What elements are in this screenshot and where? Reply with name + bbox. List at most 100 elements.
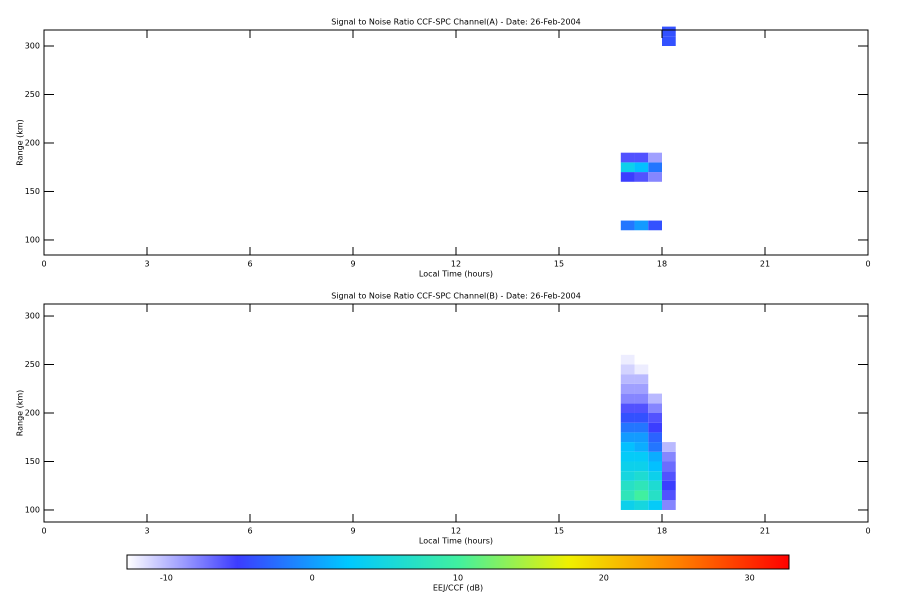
heatmap-cell <box>634 374 649 384</box>
heatmap-cell <box>634 471 649 481</box>
heatmap-cell <box>648 162 662 173</box>
x-tick-label: 0 <box>41 260 46 269</box>
y-axis-label: Range (km) <box>16 119 25 166</box>
heatmap-cell <box>620 162 635 173</box>
x-tick-label: 3 <box>144 260 149 269</box>
heatmap-cell <box>662 500 676 510</box>
heatmap <box>620 354 676 510</box>
colorbar-tick-label: 20 <box>599 574 609 583</box>
heatmap-cell <box>648 432 662 443</box>
heatmap-cell <box>648 172 662 182</box>
heatmap-cell <box>634 364 649 375</box>
heatmap-cell <box>620 374 635 384</box>
colorbar-tick-label: 30 <box>745 574 755 583</box>
colorbar-tick-label: 0 <box>310 574 315 583</box>
y-tick-label: 150 <box>25 187 40 196</box>
heatmap-cell <box>620 461 635 472</box>
chart-title: Signal to Noise Ratio CCF-SPC Channel(B)… <box>331 292 581 301</box>
heatmap-cell <box>648 220 662 231</box>
heatmap-cell <box>662 26 676 37</box>
heatmap-cell <box>634 413 649 423</box>
heatmap-cell <box>620 364 635 375</box>
heatmap-cell <box>634 500 649 510</box>
x-tick-label: 9 <box>350 260 355 269</box>
x-tick-label: 12 <box>451 527 461 536</box>
heatmap-cell <box>634 422 649 433</box>
heatmap-cell <box>620 354 635 365</box>
heatmap-cell <box>648 490 662 501</box>
x-tick-label: 15 <box>554 260 564 269</box>
heatmap-cell <box>648 403 662 413</box>
heatmap-cell <box>662 451 676 462</box>
y-tick-label: 250 <box>25 90 40 99</box>
heatmap-cell <box>620 490 635 501</box>
x-tick-label: 6 <box>247 527 252 536</box>
heatmap-cell <box>648 461 662 472</box>
x-tick-label: 0 <box>41 527 46 536</box>
colorbar <box>126 554 790 570</box>
heatmap-cell <box>648 500 662 510</box>
heatmap-cell <box>634 403 649 413</box>
chart-title: Signal to Noise Ratio CCF-SPC Channel(A)… <box>331 18 581 27</box>
heatmap-cell <box>662 490 676 501</box>
heatmap-cell <box>620 432 635 443</box>
heatmap-cell <box>648 480 662 491</box>
heatmap-cell <box>620 500 635 510</box>
colorbar-tick-label: -10 <box>160 574 173 583</box>
heatmap-cell <box>620 383 635 394</box>
x-tick-label: 18 <box>657 260 667 269</box>
heatmap-cell <box>620 403 635 413</box>
heatmap-cell <box>634 442 649 452</box>
heatmap-cell <box>648 451 662 462</box>
heatmap-cell <box>634 220 649 231</box>
heatmap-cell <box>620 172 635 182</box>
heatmap-cell <box>620 471 635 481</box>
heatmap-cell <box>634 461 649 472</box>
heatmap-cell <box>620 442 635 452</box>
heatmap-cell <box>620 451 635 462</box>
heatmap-cell <box>662 471 676 481</box>
x-tick-label: 9 <box>350 527 355 536</box>
x-tick-label: 18 <box>657 527 667 536</box>
heatmap-cell <box>634 383 649 394</box>
y-tick-label: 100 <box>25 505 40 514</box>
heatmap-cell <box>634 393 649 404</box>
heatmap-cell <box>620 152 635 163</box>
heatmap-cell <box>648 422 662 433</box>
x-tick-label: 6 <box>247 260 252 269</box>
heatmap-cell <box>634 172 649 182</box>
x-tick-label: 15 <box>554 527 564 536</box>
x-tick-label: 21 <box>760 260 770 269</box>
x-tick-label: 0 <box>865 260 870 269</box>
y-tick-label: 200 <box>25 409 40 418</box>
colorbar-label: EEJ/CCF (dB) <box>433 584 483 593</box>
x-tick-label: 3 <box>144 527 149 536</box>
x-tick-label: 21 <box>760 527 770 536</box>
heatmap-cell <box>634 162 649 173</box>
heatmap-cell <box>620 413 635 423</box>
heatmap-cell <box>634 432 649 443</box>
heatmap-cell <box>662 36 676 47</box>
x-axis-label: Local Time (hours) <box>419 537 493 546</box>
heatmap-cell <box>620 480 635 491</box>
heatmap-cell <box>662 461 676 472</box>
heatmap-cell <box>634 152 649 163</box>
heatmap-cell <box>620 422 635 433</box>
x-axis-label: Local Time (hours) <box>419 270 493 279</box>
heatmap-cell <box>648 393 662 404</box>
heatmap-cell <box>634 490 649 501</box>
y-tick-label: 300 <box>25 42 40 51</box>
y-tick-label: 250 <box>25 360 40 369</box>
x-tick-label: 0 <box>865 527 870 536</box>
y-tick-label: 100 <box>25 235 40 244</box>
heatmap-cell <box>648 471 662 481</box>
heatmap <box>620 26 676 231</box>
y-tick-label: 200 <box>25 138 40 147</box>
y-tick-label: 150 <box>25 457 40 466</box>
heatmap-cell <box>648 152 662 163</box>
heatmap-cell <box>648 413 662 423</box>
heatmap-cell <box>620 393 635 404</box>
heatmap-cell <box>662 442 676 452</box>
